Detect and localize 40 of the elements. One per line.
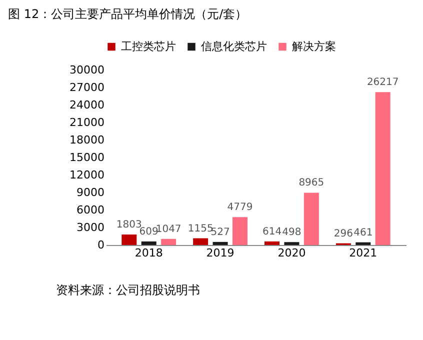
- x-tick-label: 2021: [349, 246, 378, 260]
- data-label: 527: [210, 226, 230, 238]
- legend-label: 解决方案: [292, 40, 336, 53]
- bar: [193, 238, 208, 245]
- text: 资料来源：公司招股说明书: [56, 283, 200, 297]
- y-tick-label: 12000: [70, 168, 104, 182]
- bar: [356, 242, 371, 245]
- x-tick-label: 2018: [134, 246, 163, 260]
- bar: [212, 242, 228, 245]
- legend-label: 信息化类芯片: [201, 40, 267, 53]
- data-label: 461: [354, 227, 373, 238]
- data-label: 8965: [298, 178, 324, 189]
- y-tick-label: 3000: [76, 221, 104, 234]
- bar: [304, 192, 319, 245]
- data-label: 609: [139, 226, 158, 238]
- x-tick-label: 2019: [206, 246, 234, 260]
- y-tick-label: 24000: [70, 98, 104, 112]
- x-tick-label: 2020: [278, 246, 306, 260]
- y-tick-label: 27000: [70, 81, 104, 94]
- y-tick-label: 6000: [76, 204, 104, 216]
- bar: [122, 234, 137, 245]
- data-label: 614: [262, 226, 282, 238]
- bar: [161, 238, 176, 245]
- legend-label: 工控类芯片: [121, 40, 176, 53]
- y-tick-label: 30000: [70, 64, 104, 76]
- y-tick-label: 15000: [70, 151, 104, 164]
- data-label: 26217: [366, 77, 399, 88]
- data-label: 4779: [227, 202, 253, 214]
- chart-title: 图 12：公司主要产品平均单价情况（元/套）: [8, 7, 248, 21]
- y-tick-label: 9000: [76, 186, 104, 199]
- bar: [375, 92, 390, 245]
- data-label: 498: [282, 227, 302, 238]
- y-tick-label: 18000: [70, 134, 104, 146]
- data-label: 296: [334, 228, 353, 240]
- bar: [264, 241, 280, 245]
- y-tick-label: 21000: [70, 116, 104, 129]
- bar: [284, 242, 300, 245]
- bar: [232, 217, 248, 245]
- y-tick-label: 0: [98, 238, 104, 252]
- bar: [141, 241, 156, 245]
